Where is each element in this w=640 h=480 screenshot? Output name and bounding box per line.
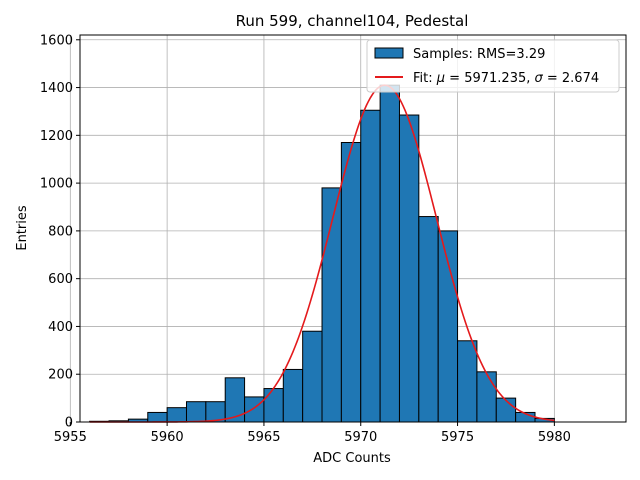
x-tick-label: 5960 (151, 430, 184, 445)
histogram-bar (495, 397, 517, 423)
x-axis-ticks: 5955 5960 5965 5970 5975 5980 (54, 422, 571, 445)
y-tick-label: 0 (65, 416, 73, 431)
x-tick-label: 5980 (538, 430, 571, 445)
x-tick-label: 5975 (441, 430, 474, 445)
y-tick-label: 400 (48, 320, 73, 335)
plot-frame (79, 34, 627, 423)
histogram-bar (282, 368, 304, 423)
histogram-bar (185, 401, 207, 423)
legend-hist-swatch (374, 47, 404, 59)
histogram-bar (244, 396, 265, 423)
y-axis-label: Entries (15, 205, 30, 251)
y-tick-label: 1000 (40, 177, 73, 192)
legend-box (366, 39, 620, 93)
y-tick-label: 1200 (40, 129, 73, 144)
histogram-bar (398, 114, 420, 423)
y-tick-label: 200 (48, 368, 73, 383)
x-tick-label: 5965 (247, 430, 280, 445)
histogram-bar (166, 407, 187, 423)
histogram-bar (379, 84, 400, 423)
histogram-bar (263, 388, 284, 423)
histogram-bar (457, 340, 478, 423)
histogram-bar (147, 411, 168, 423)
histogram-bar (302, 330, 323, 423)
legend-fit-mu-value: = 5971.235, (445, 71, 534, 86)
legend-fit-sigma-value: = 2.674 (543, 71, 599, 86)
histogram-bar (476, 371, 497, 423)
legend-fit-prefix: Fit: (413, 71, 437, 86)
histogram-bar (418, 216, 439, 423)
y-tick-label: 1400 (40, 81, 73, 96)
histogram-bar (360, 109, 381, 423)
x-tick-label: 5955 (54, 430, 87, 445)
y-tick-label: 600 (48, 272, 73, 287)
legend-fit-sigma-symbol: σ (535, 71, 544, 86)
chart-title: Run 599, channel104, Pedestal (236, 12, 469, 30)
x-tick-label: 5970 (344, 430, 377, 445)
legend-hist-label: Samples: RMS=3.29 (413, 47, 545, 62)
legend-fit-label: Fit: μ = 5971.235, σ = 2.674 (413, 71, 599, 86)
histogram-bar (340, 142, 362, 423)
y-axis-ticks: 0 200 400 600 800 1000 1200 1400 1600 (40, 33, 80, 431)
histogram-bars (89, 84, 555, 423)
y-tick-label: 1600 (40, 33, 73, 48)
legend: Samples: RMS=3.29 Fit: μ = 5971.235, σ =… (366, 39, 620, 93)
x-axis-label: ADC Counts (313, 451, 391, 466)
y-tick-label: 800 (48, 224, 73, 239)
legend-fit-mu-symbol: μ (436, 71, 445, 86)
